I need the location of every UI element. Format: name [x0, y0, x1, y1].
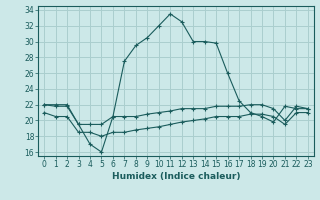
X-axis label: Humidex (Indice chaleur): Humidex (Indice chaleur) [112, 172, 240, 181]
